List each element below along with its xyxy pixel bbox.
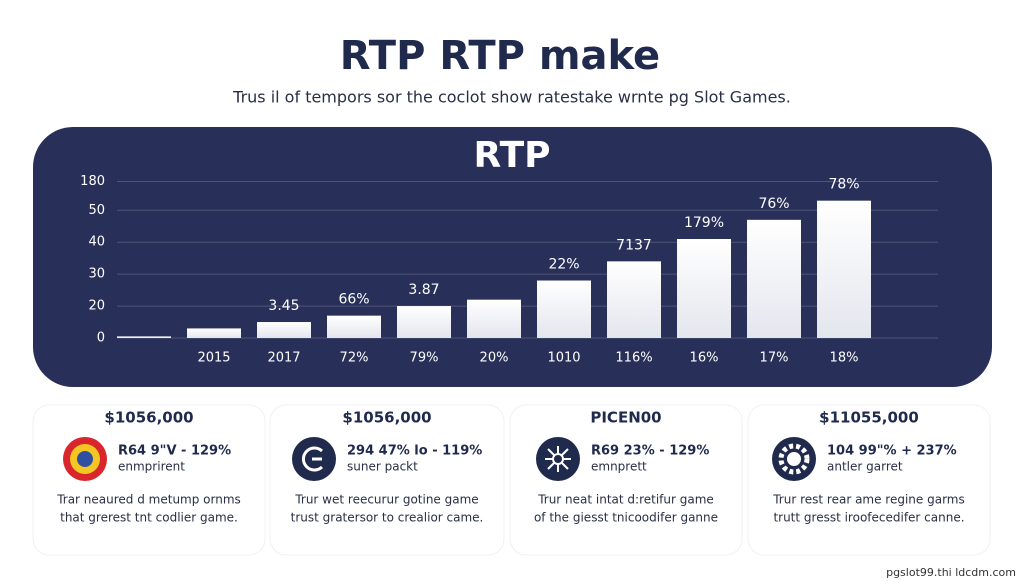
footer-url: pgslot99.thi ldcdm.com bbox=[886, 566, 1016, 579]
bar-annotation: 76% bbox=[758, 196, 789, 212]
card bbox=[32, 404, 266, 556]
x-tick-label: 2015 bbox=[197, 351, 230, 366]
card bbox=[269, 404, 505, 556]
card-description: that grerest tnt codlier game. bbox=[60, 511, 238, 525]
bar bbox=[187, 328, 241, 338]
card-sub: enmprirent bbox=[118, 460, 185, 474]
card-stat: R69 23% - 129% bbox=[591, 444, 709, 459]
card-icon bbox=[536, 437, 580, 481]
bar bbox=[257, 322, 311, 338]
x-tick-label: 72% bbox=[340, 351, 369, 366]
x-tick-label: 2017 bbox=[267, 351, 300, 366]
bar bbox=[397, 306, 451, 338]
card-title: $11055,000 bbox=[819, 409, 919, 427]
card-title: $1056,000 bbox=[342, 409, 431, 427]
bar bbox=[117, 336, 171, 338]
card-texts: $1056,000 R64 9"V - 129%enmprirent Trar ne… bbox=[56, 409, 965, 525]
y-tick-label: 20 bbox=[88, 299, 105, 314]
card bbox=[509, 404, 743, 556]
card-sub: antler garret bbox=[827, 460, 903, 474]
card-stat: 294 47% lo - 119% bbox=[347, 444, 482, 459]
page-title: RTP RTP make bbox=[340, 33, 660, 79]
bar-annotation: 3.45 bbox=[268, 298, 299, 314]
y-tick-label: 0 bbox=[97, 331, 105, 346]
plot: 0 20 30 40 50 180 2015 2017 3.45 72% 66% 79% 3.87 20%… bbox=[80, 174, 938, 366]
card-icon bbox=[63, 437, 107, 481]
y-tick-label: 50 bbox=[88, 203, 105, 218]
x-tick-label: 1010 bbox=[547, 351, 580, 366]
page-subtitle: Trus il of tempors sor the coclot show r… bbox=[232, 88, 791, 107]
card-description: Trar neaured d metump ornms bbox=[56, 493, 241, 507]
card-description: Trur neat intat d:retifur game bbox=[537, 493, 714, 507]
bar-annotation: 3.87 bbox=[408, 282, 439, 298]
bar-annotation: 78% bbox=[828, 177, 859, 193]
card-stat: R64 9"V - 129% bbox=[118, 444, 231, 459]
bar bbox=[327, 315, 381, 338]
card-stat: 104 99"% + 237% bbox=[827, 444, 957, 459]
bar bbox=[747, 219, 801, 338]
card-icon bbox=[772, 437, 816, 481]
card-icon bbox=[292, 437, 336, 481]
x-tick-label: 20% bbox=[480, 351, 509, 366]
bar bbox=[537, 280, 591, 338]
cards bbox=[32, 404, 991, 556]
card-sub: emnprett bbox=[591, 460, 647, 474]
bar bbox=[677, 239, 731, 338]
x-tick-label: 79% bbox=[410, 351, 439, 366]
bar bbox=[467, 299, 521, 338]
bar bbox=[607, 261, 661, 338]
card bbox=[747, 404, 991, 556]
y-tick-label: 180 bbox=[80, 174, 105, 189]
bar-annotation: 22% bbox=[548, 257, 579, 273]
bar-annotation: 7137 bbox=[616, 237, 652, 253]
y-tick-label: 40 bbox=[88, 235, 105, 250]
y-tick-label: 30 bbox=[88, 267, 105, 282]
bar-annotation: 179% bbox=[684, 215, 724, 231]
card-description: trutt gresst iroofecedifer canne. bbox=[773, 511, 964, 525]
card-description: Trur rest rear ame regine garms bbox=[772, 493, 965, 507]
card-description: trust gratersor to crealior came. bbox=[291, 511, 484, 525]
bar bbox=[817, 200, 871, 338]
bar-annotation: 66% bbox=[338, 292, 369, 308]
card-description: of the giesst tnicoodifer ganne bbox=[534, 511, 718, 525]
x-tick-label: 16% bbox=[690, 351, 719, 366]
x-tick-label: 17% bbox=[760, 351, 789, 366]
card-description: Trur wet reecurur gotine game bbox=[294, 493, 478, 507]
card-sub: suner packt bbox=[347, 460, 418, 474]
x-tick-label: 116% bbox=[615, 351, 652, 366]
card-title: $1056,000 bbox=[104, 409, 193, 427]
chart-title: RTP bbox=[473, 135, 550, 176]
card-title: PICEN00 bbox=[590, 409, 661, 427]
x-tick-label: 18% bbox=[830, 351, 859, 366]
